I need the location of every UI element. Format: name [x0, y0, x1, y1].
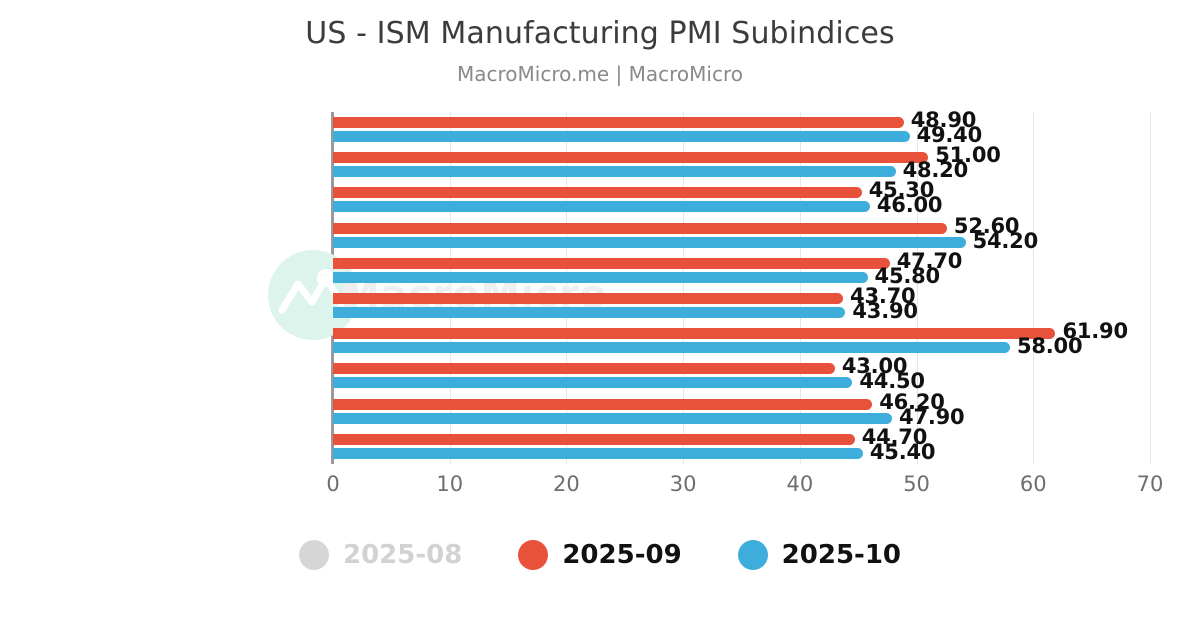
gridline	[799, 112, 801, 464]
x-axis-tick-label: 30	[669, 472, 697, 496]
page-title: US - ISM Manufacturing PMI Subindices	[305, 16, 895, 51]
bar-2025-10[interactable]	[333, 201, 870, 213]
bar-2025-10[interactable]	[333, 271, 868, 283]
bar-2025-09[interactable]	[333, 187, 862, 199]
gridline	[1150, 112, 1151, 464]
legend-swatch-icon	[518, 540, 549, 570]
bar-2025-09[interactable]	[333, 152, 929, 164]
bar-2025-09[interactable]	[333, 117, 904, 128]
bar-value-label: 47.90	[899, 404, 965, 429]
bar-2025-09[interactable]	[333, 328, 1056, 340]
legend-label: 2025-09	[562, 540, 682, 570]
x-axis-tick-label: 50	[903, 472, 930, 496]
bar-value-label: 46.00	[876, 193, 943, 218]
bar-2025-09[interactable]	[333, 257, 890, 269]
bar-2025-09[interactable]	[333, 293, 844, 304]
gridline	[683, 112, 685, 464]
x-axis-tick-label: 20	[553, 472, 580, 496]
bar-value-label: 46.20	[879, 389, 945, 414]
gridline	[449, 112, 451, 464]
bar-2025-10[interactable]	[333, 307, 846, 318]
bar-value-label: 48.20	[902, 158, 969, 183]
legend-label: 2025-08	[342, 540, 463, 570]
gridline	[1033, 112, 1035, 464]
bar-value-label: 45.40	[869, 439, 936, 464]
legend-item-2025-08[interactable]: 2025-08	[298, 540, 463, 570]
bar-value-label: 49.40	[916, 123, 983, 147]
gridline	[916, 112, 918, 464]
bar-2025-10[interactable]	[333, 447, 863, 459]
bar-value-label: 45.80	[874, 263, 941, 288]
bar-value-label: 54.20	[972, 228, 1039, 253]
bar-value-label: 44.50	[859, 369, 925, 394]
legend-item-2025-10[interactable]: 2025-10	[737, 540, 902, 570]
bar-2025-10[interactable]	[333, 166, 896, 178]
gridline	[566, 112, 568, 464]
bar-value-label: 43.90	[852, 299, 918, 323]
bar-value-label: 61.90	[1062, 319, 1128, 344]
bar-2025-10[interactable]	[333, 236, 966, 248]
bar-2025-09[interactable]	[333, 398, 873, 410]
bar-2025-10[interactable]	[333, 377, 853, 389]
legend-swatch-icon	[737, 540, 768, 570]
bar-2025-09[interactable]	[333, 222, 947, 234]
legend-item-2025-09[interactable]: 2025-09	[518, 540, 682, 570]
bar-value-label: 58.00	[1016, 334, 1083, 359]
bar-value-label: 43.70	[850, 284, 916, 308]
x-axis-tick-label: 40	[786, 472, 814, 496]
x-axis-tick-label: 70	[1136, 472, 1164, 496]
bar-value-label: 52.60	[953, 213, 1020, 238]
bar-value-label: 43.00	[841, 354, 908, 379]
bar-2025-10[interactable]	[333, 131, 910, 142]
bar-2025-10[interactable]	[333, 342, 1010, 354]
bar-2025-09[interactable]	[333, 433, 855, 445]
x-axis-tick-label: 60	[1019, 472, 1047, 496]
legend-label: 2025-10	[781, 540, 902, 570]
legend-swatch-icon	[298, 540, 329, 570]
bar-value-label: 47.70	[896, 248, 963, 273]
bar-value-label: 51.00	[935, 143, 1001, 168]
bar-value-label: 45.30	[868, 178, 935, 203]
chart-legend[interactable]: 2025-08 2025-09 2025-10	[0, 540, 1200, 570]
x-axis-tick-label: 10	[436, 472, 464, 496]
bar-value-label: 44.70	[861, 424, 928, 449]
bar-2025-10[interactable]	[333, 412, 893, 424]
bar-value-label: 48.90	[910, 108, 977, 132]
x-axis-tick-label: 0	[326, 472, 340, 496]
bar-2025-09[interactable]	[333, 363, 835, 375]
chart-subtitle: MacroMicro.me | MacroMicro	[457, 62, 743, 86]
plot-area: New Orders48.9049.40Production51.0048.20…	[326, 108, 1163, 496]
